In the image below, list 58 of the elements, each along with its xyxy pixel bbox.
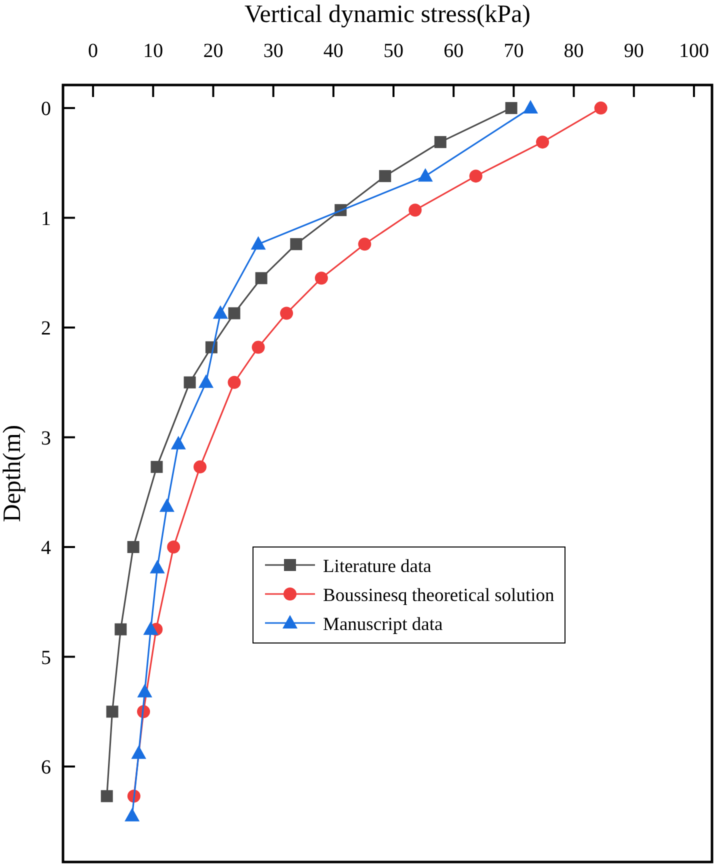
point — [314, 272, 328, 285]
x-tick-label: 90 — [624, 40, 644, 62]
point — [594, 102, 608, 115]
x-tick-label: 0 — [88, 40, 98, 62]
x-tick-label: 100 — [678, 40, 709, 62]
point — [150, 460, 163, 473]
point — [159, 498, 174, 512]
point — [536, 136, 550, 149]
legend-label: Literature data — [323, 557, 432, 577]
point — [252, 340, 265, 354]
point — [137, 684, 152, 698]
point — [523, 100, 538, 114]
point — [131, 745, 146, 759]
point — [255, 272, 268, 284]
point — [505, 102, 518, 114]
x-tick-label: 10 — [143, 40, 164, 62]
point — [167, 540, 180, 554]
y-tick-label: 1 — [41, 208, 51, 230]
y-tick-label: 5 — [41, 646, 51, 669]
x-tick-label: 80 — [564, 40, 584, 62]
point — [228, 307, 240, 320]
point — [212, 305, 228, 319]
x-tick-label: 70 — [504, 40, 524, 62]
y-tick-label: 4 — [41, 537, 51, 560]
x-tick-label: 40 — [323, 40, 344, 62]
point — [124, 808, 140, 822]
point — [100, 790, 113, 802]
x-axis-title: Vertical dynamic stress(kPa) — [244, 1, 531, 28]
legend-label: Manuscript data — [323, 615, 443, 635]
x-tick-label: 60 — [444, 40, 464, 62]
point — [434, 136, 446, 148]
y-tick-label: 2 — [41, 318, 51, 340]
point — [228, 376, 241, 389]
point — [358, 238, 372, 251]
y-axis-title: Depth(m) — [0, 424, 26, 522]
legend-label: Boussinesq theoretical solution — [323, 586, 554, 606]
point — [198, 374, 214, 388]
point — [106, 706, 118, 718]
point — [250, 236, 266, 250]
point — [290, 238, 302, 250]
y-tick-label: 0 — [41, 98, 51, 120]
y-tick-label: 3 — [41, 427, 51, 450]
point — [170, 436, 186, 450]
point — [418, 168, 433, 182]
point — [114, 623, 127, 636]
x-tick-label: 20 — [203, 40, 224, 62]
point — [469, 170, 482, 183]
point — [408, 204, 422, 217]
point — [150, 560, 165, 574]
x-tick-label: 50 — [384, 40, 404, 62]
point — [184, 376, 196, 388]
y-tick-label: 6 — [41, 756, 51, 779]
point — [194, 460, 207, 474]
point — [127, 541, 140, 554]
point — [379, 170, 392, 182]
point — [280, 306, 294, 320]
point — [143, 621, 158, 635]
x-tick-label: 30 — [263, 40, 284, 62]
